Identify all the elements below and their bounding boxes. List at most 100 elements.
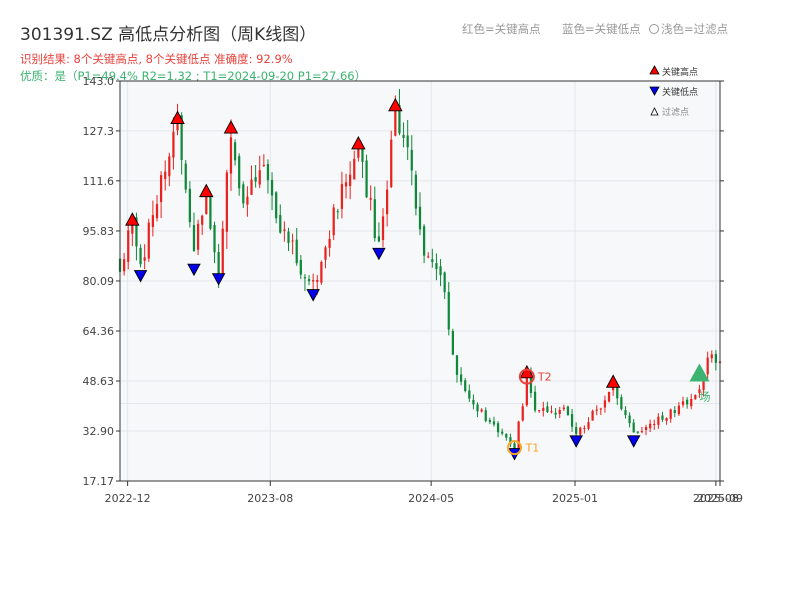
candle-body bbox=[607, 391, 611, 402]
candle-body bbox=[640, 431, 644, 433]
candle-body bbox=[270, 180, 274, 196]
candle bbox=[295, 227, 298, 266]
candle bbox=[427, 252, 430, 259]
candle-body bbox=[422, 226, 426, 256]
candle-body bbox=[468, 390, 471, 399]
candle bbox=[192, 212, 196, 252]
candle-body bbox=[340, 184, 344, 209]
candle bbox=[159, 171, 163, 219]
candle bbox=[250, 165, 253, 196]
candle bbox=[484, 407, 487, 423]
key-high-marker bbox=[199, 183, 214, 198]
candle-body bbox=[307, 279, 311, 282]
candle bbox=[373, 186, 376, 242]
x-tick-label: 2024-05 bbox=[408, 492, 454, 505]
candle bbox=[209, 191, 212, 231]
candle-body bbox=[488, 420, 491, 423]
candle-body bbox=[496, 423, 500, 433]
candle bbox=[550, 405, 553, 414]
candle bbox=[242, 181, 245, 208]
candle bbox=[155, 195, 159, 222]
candle-body bbox=[373, 199, 376, 239]
candle bbox=[665, 417, 668, 425]
candle bbox=[632, 419, 635, 433]
candle bbox=[332, 204, 335, 241]
candle bbox=[562, 404, 565, 411]
candle-body bbox=[336, 211, 339, 213]
candle bbox=[143, 244, 146, 270]
candle bbox=[279, 204, 282, 234]
candle bbox=[599, 407, 602, 416]
candle-body bbox=[694, 394, 697, 400]
candle-body bbox=[349, 174, 352, 186]
candle bbox=[172, 117, 175, 170]
candle bbox=[690, 393, 693, 410]
candle-body bbox=[649, 423, 652, 429]
candle bbox=[340, 171, 344, 219]
candle bbox=[669, 408, 672, 423]
candle bbox=[533, 385, 537, 413]
x-tick-label: 2023-08 bbox=[247, 492, 293, 505]
candle bbox=[287, 227, 290, 251]
candle bbox=[714, 350, 718, 371]
candle-body bbox=[542, 407, 545, 411]
legend-filter-icon bbox=[650, 107, 659, 116]
candle-body bbox=[665, 417, 668, 421]
legend-high-icon bbox=[649, 65, 660, 75]
candle-body bbox=[176, 118, 179, 131]
candle-body bbox=[324, 247, 327, 260]
candle-body bbox=[299, 259, 302, 275]
candle-body bbox=[673, 410, 676, 413]
candle-body bbox=[472, 399, 475, 405]
candle-body bbox=[332, 207, 335, 236]
candle bbox=[361, 144, 364, 179]
candle bbox=[595, 405, 598, 416]
candle-body bbox=[620, 397, 623, 410]
key-high-marker bbox=[605, 374, 621, 388]
candle-body bbox=[686, 399, 689, 405]
key-low-marker bbox=[211, 273, 226, 286]
header-legend-filter-icon bbox=[649, 24, 659, 34]
candle-body bbox=[570, 413, 574, 427]
candle bbox=[320, 260, 323, 285]
candle bbox=[468, 384, 471, 402]
candle bbox=[122, 252, 126, 276]
candle-body bbox=[151, 215, 154, 227]
candle-body bbox=[505, 433, 508, 438]
candle bbox=[349, 161, 352, 200]
candle bbox=[636, 431, 639, 434]
candle bbox=[312, 273, 315, 292]
candle-body bbox=[702, 374, 705, 391]
candle bbox=[299, 255, 302, 280]
candle bbox=[677, 402, 681, 416]
candle bbox=[706, 351, 709, 379]
candle bbox=[238, 153, 241, 196]
candle-body bbox=[603, 400, 607, 408]
candle bbox=[147, 218, 150, 262]
candle-body bbox=[657, 416, 660, 425]
candle-body bbox=[501, 431, 504, 434]
candle-body bbox=[168, 156, 171, 177]
candle bbox=[694, 394, 697, 400]
candle bbox=[657, 413, 660, 429]
candle bbox=[410, 135, 413, 186]
candle-body bbox=[714, 353, 718, 363]
chart-subtitle-quality: 优质：是（P1=49.4% R2=1.32 ; T1=2024-09-20 P1… bbox=[20, 69, 366, 83]
candles bbox=[118, 88, 722, 453]
candle bbox=[496, 421, 500, 438]
candle bbox=[455, 354, 459, 383]
candle bbox=[525, 373, 528, 407]
candle-body bbox=[233, 142, 237, 161]
header-legend-low: 蓝色=关键低点 bbox=[562, 22, 641, 36]
marker-t1-ring bbox=[507, 440, 523, 456]
candle bbox=[275, 191, 278, 224]
candle bbox=[283, 221, 286, 242]
candle-body bbox=[521, 406, 524, 421]
candle-body bbox=[583, 428, 586, 430]
candle-body bbox=[406, 135, 409, 148]
candle bbox=[196, 219, 200, 256]
candle-body bbox=[402, 134, 405, 138]
candle-body bbox=[250, 179, 253, 195]
candle-body bbox=[546, 406, 549, 413]
candle bbox=[542, 401, 545, 417]
